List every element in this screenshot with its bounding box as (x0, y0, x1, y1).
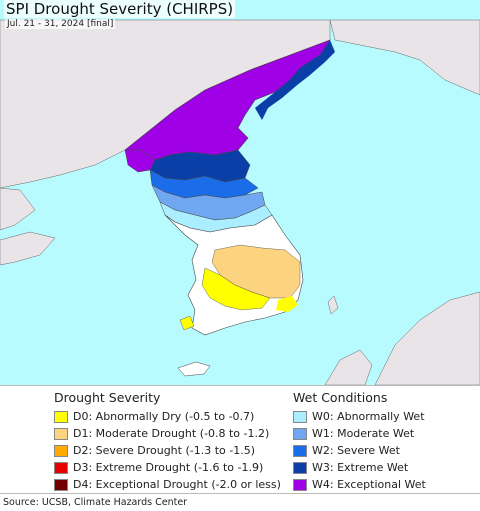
wet-legend-heading: Wet Conditions (293, 390, 388, 405)
swatch-w3 (293, 461, 307, 474)
map-subtitle: Jul. 21 - 31, 2024 [final] (5, 19, 116, 29)
north-korea-coast-w3 (255, 40, 335, 120)
legend-label-d3: D3: Extreme Drought (-1.6 to -1.9) (73, 461, 264, 474)
legend-area: Drought Severity D0: Abnormally Dry (-0.… (0, 385, 480, 494)
south-korea-d0 (201, 267, 271, 311)
legend-label-d0: D0: Abnormally Dry (-0.5 to -0.7) (73, 410, 255, 423)
drought-legend: Drought Severity D0: Abnormally Dry (-0.… (54, 390, 281, 493)
legend-item-d2: D2: Severe Drought (-1.3 to -1.5) (54, 442, 281, 459)
legend-item-d4: D4: Exceptional Drought (-2.0 or less) (54, 476, 281, 493)
legend-item-w0: W0: Abnormally Wet (293, 408, 426, 425)
legend-item-d1: D1: Moderate Drought (-0.8 to -1.2) (54, 425, 281, 442)
legend-item-w3: W3: Extreme Wet (293, 459, 426, 476)
shandong-peninsula (0, 231, 56, 266)
swatch-w1 (293, 427, 307, 440)
swatch-d4 (54, 478, 68, 491)
footer: Source: UCSB, Climate Hazards Center (0, 493, 480, 511)
russia-land (329, 19, 480, 96)
legend-label-d4: D4: Exceptional Drought (-2.0 or less) (73, 478, 281, 491)
swatch-d0 (54, 410, 68, 423)
japan-island (324, 349, 373, 385)
legend-label-w0: W0: Abnormally Wet (312, 410, 425, 423)
source-credit: Source: UCSB, Climate Hazards Center (3, 497, 188, 508)
legend-item-d0: D0: Abnormally Dry (-0.5 to -0.7) (54, 408, 281, 425)
japan-land (374, 291, 480, 385)
south-korea-d0-east (276, 296, 298, 312)
tsushima-island (327, 295, 339, 315)
legend-item-w4: W4: Exceptional Wet (293, 476, 426, 493)
legend-label-w2: W2: Severe Wet (312, 444, 400, 457)
swatch-d3 (54, 461, 68, 474)
swatch-d1 (54, 427, 68, 440)
legend-item-w2: W2: Severe Wet (293, 442, 426, 459)
map-title: SPI Drought Severity (CHIRPS) (4, 0, 236, 18)
southwest-islands-d0 (179, 315, 195, 331)
legend-item-d3: D3: Extreme Drought (-1.6 to -1.9) (54, 459, 281, 476)
legend-label-w1: W1: Moderate Wet (312, 427, 415, 440)
legend-label-d1: D1: Moderate Drought (-0.8 to -1.2) (73, 427, 270, 440)
swatch-w4 (293, 478, 307, 491)
legend-label-w3: W3: Extreme Wet (312, 461, 409, 474)
china-coast-south (0, 187, 36, 231)
swatch-w2 (293, 444, 307, 457)
legend-label-d2: D2: Severe Drought (-1.3 to -1.5) (73, 444, 256, 457)
wet-legend: Wet Conditions W0: Abnormally Wet W1: Mo… (293, 390, 426, 493)
jeju-island (177, 361, 211, 377)
legend-label-w4: W4: Exceptional Wet (312, 478, 426, 491)
drought-map (0, 0, 480, 385)
swatch-w0 (293, 410, 307, 423)
drought-legend-heading: Drought Severity (54, 390, 161, 405)
swatch-d2 (54, 444, 68, 457)
legend-item-w1: W1: Moderate Wet (293, 425, 426, 442)
